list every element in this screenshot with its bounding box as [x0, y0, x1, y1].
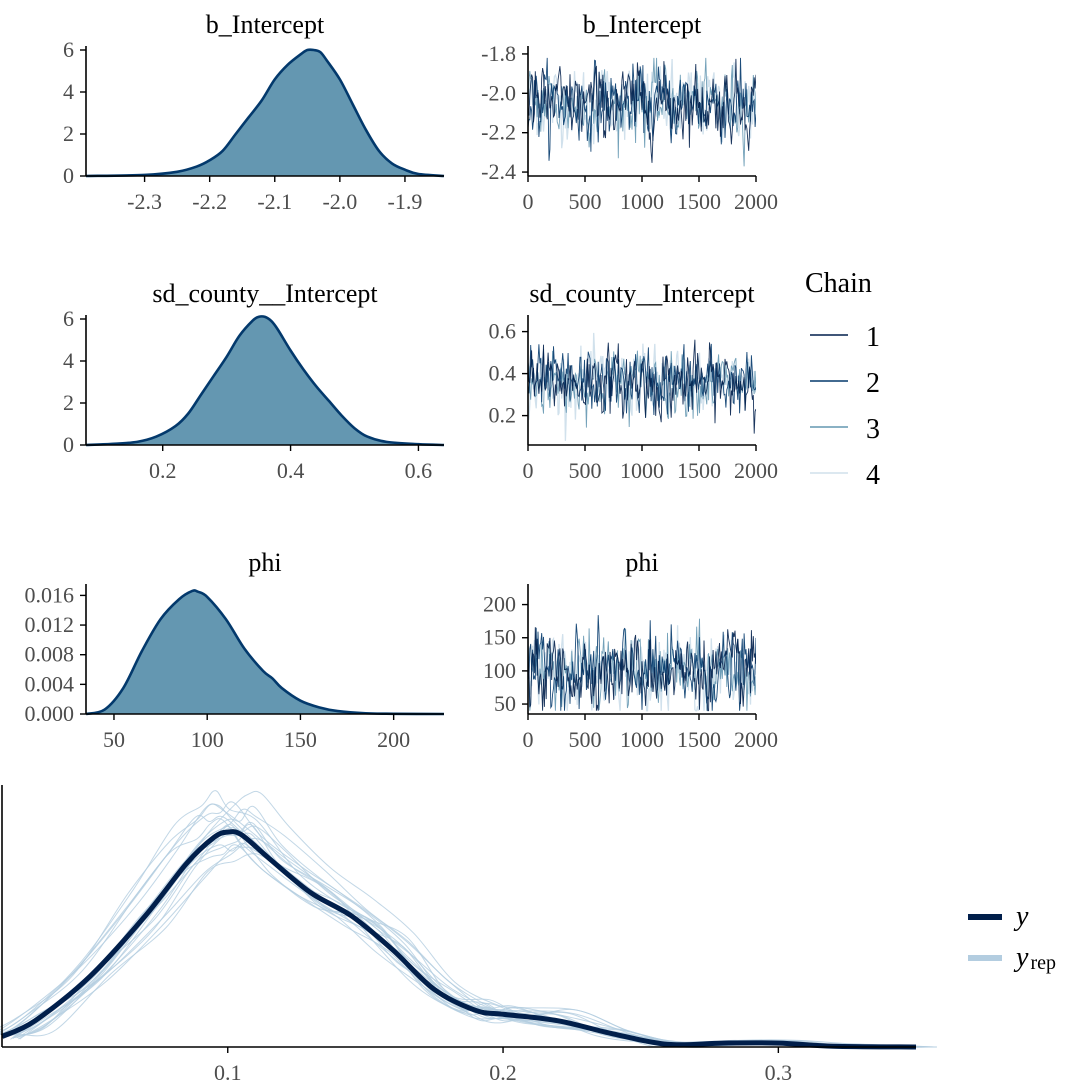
- x-tick-label: 50: [103, 727, 125, 752]
- trace-panel-b-intercept: b_Intercept 0 500 1000 1500 2000 -2.4 -2.2 -2.0 -…: [481, 10, 778, 214]
- y-rep-density: [19, 837, 934, 1048]
- y-tick-label: -2.0: [481, 80, 516, 105]
- y-tick-label: 150: [483, 625, 516, 650]
- y-tick-label: 0.008: [25, 642, 75, 667]
- y-tick-label: -2.2: [481, 120, 516, 145]
- y-label: y: [1013, 901, 1029, 932]
- y-observed-density: [0, 829, 917, 1050]
- panel-title: phi: [625, 548, 658, 577]
- chain-legend: Chain 1 2 3 4: [805, 268, 880, 491]
- chain-3-trace: [528, 618, 756, 711]
- y-tick-label: 0.004: [25, 671, 75, 696]
- y-tick-label: 2: [63, 390, 74, 415]
- x-tick-label: -1.9: [388, 189, 423, 214]
- x-tick-label: -2.2: [192, 189, 227, 214]
- y-rep-density: [13, 821, 928, 1048]
- x-tick-label: 0.6: [405, 458, 433, 483]
- y-tick-label: 0.012: [25, 612, 75, 637]
- chain-2-trace: [528, 343, 756, 416]
- chain-1-trace: [528, 627, 756, 712]
- x-tick-label: 0.2: [149, 458, 177, 483]
- density-line: [85, 48, 445, 178]
- x-tick-label: 0.4: [277, 458, 305, 483]
- y-rep-density: [17, 846, 933, 1048]
- density-area: [86, 49, 444, 176]
- y-rep-main: y: [1013, 942, 1029, 973]
- x-tick-label: 1500: [677, 189, 721, 214]
- x-tick-label: -2.1: [257, 189, 292, 214]
- density-line: [85, 315, 445, 447]
- panel-title: sd_county__Intercept: [152, 279, 378, 308]
- y-tick-label: 50: [494, 691, 516, 716]
- y-tick-label: 2: [63, 121, 74, 146]
- x-tick-label: 1500: [677, 458, 721, 483]
- chain-1-trace: [528, 339, 756, 434]
- y-tick-label: 4: [63, 79, 74, 104]
- chain-legend-title: Chain: [805, 268, 872, 299]
- y-rep-subscript: rep: [1030, 952, 1056, 974]
- x-tick-label: 0: [523, 458, 534, 483]
- panel-title: sd_county__Intercept: [529, 279, 755, 308]
- trace-panel-sd-county-intercept: sd_county__Intercept 0 500 1000 1500 2000 0.2 0…: [489, 279, 779, 483]
- chain-2-label: 2: [866, 368, 880, 399]
- x-tick-label: 100: [191, 727, 224, 752]
- chain-1-trace: [528, 58, 756, 163]
- y-tick-label: 200: [483, 592, 516, 617]
- density-line: [85, 589, 445, 716]
- x-tick-label: 500: [569, 727, 602, 752]
- x-tick-label: 1000: [620, 458, 664, 483]
- y-rep-label: y rep: [1013, 942, 1056, 974]
- x-tick-label: 1000: [620, 727, 664, 752]
- y-tick-label: 4: [63, 348, 74, 373]
- y-tick-label: -2.4: [481, 159, 516, 184]
- x-tick-label: 1500: [677, 727, 721, 752]
- x-tick-label: 2000: [734, 458, 778, 483]
- x-tick-label: 0.2: [489, 1060, 517, 1085]
- chain-1-label: 1: [866, 322, 880, 353]
- density-area: [86, 590, 444, 714]
- density-panel-phi: phi 50 100 150 200 0.000 0.004 0.008 0.012 0.016: [25, 548, 445, 752]
- x-tick-label: 500: [569, 458, 602, 483]
- y-tick-label: 0.000: [25, 701, 75, 726]
- y-tick-label: 100: [483, 658, 516, 683]
- y-tick-label: -1.8: [481, 41, 516, 66]
- y-tick-label: 6: [63, 37, 74, 62]
- y-tick-label: 0: [63, 163, 74, 188]
- y-rep-density: [12, 823, 927, 1048]
- x-tick-label: 2000: [734, 189, 778, 214]
- x-tick-label: 2000: [734, 727, 778, 752]
- x-tick-label: 0: [523, 727, 534, 752]
- y-tick-label: 6: [63, 306, 74, 331]
- y-rep-density: [1, 825, 917, 1048]
- chain-3-label: 3: [866, 414, 880, 445]
- x-tick-label: 0: [523, 189, 534, 214]
- panel-title: b_Intercept: [583, 10, 702, 39]
- y-tick-label: 0.016: [25, 582, 75, 607]
- ppc-density-panel: 0.1 0.2 0.3: [0, 785, 938, 1085]
- density-area: [86, 316, 444, 445]
- x-tick-label: 500: [569, 189, 602, 214]
- y-tick-label: 0.4: [489, 361, 517, 386]
- y-tick-label: 0.2: [489, 403, 517, 428]
- x-tick-label: 200: [377, 727, 410, 752]
- x-tick-label: 0.1: [214, 1060, 242, 1085]
- x-tick-label: 0.3: [765, 1060, 793, 1085]
- y-tick-label: 0.6: [489, 319, 517, 344]
- panel-title: b_Intercept: [206, 10, 325, 39]
- x-tick-label: -2.3: [127, 189, 162, 214]
- x-tick-label: 150: [284, 727, 317, 752]
- x-tick-label: -2.0: [322, 189, 357, 214]
- ppc-legend: y y rep: [968, 901, 1056, 974]
- density-panel-sd-county-intercept: sd_county__Intercept 0.2 0.4 0.6 0 2 4 6: [63, 279, 445, 483]
- y-tick-label: 0: [63, 432, 74, 457]
- panel-title: phi: [248, 548, 281, 577]
- x-tick-label: 1000: [620, 189, 664, 214]
- chain-4-label: 4: [866, 460, 880, 491]
- chain-2-trace: [528, 615, 756, 711]
- chain-3-trace: [528, 350, 756, 428]
- trace-panel-phi: phi 0 500 1000 1500 2000 50 100 150 200: [483, 548, 778, 752]
- y-rep-density: [0, 844, 912, 1048]
- density-panel-b-intercept: b_Intercept -2.3 -2.2 -2.1 -2.0 -1.9 0 2 4 6: [63, 10, 445, 214]
